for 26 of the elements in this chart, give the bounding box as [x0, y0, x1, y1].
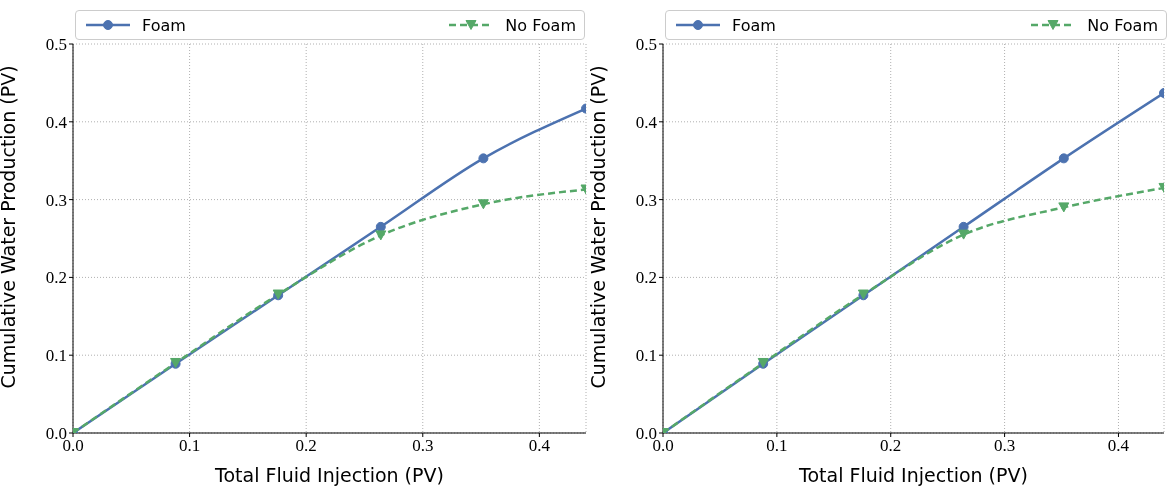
legend-label: Foam	[732, 15, 776, 35]
x-tick-label: 0.3	[412, 436, 434, 456]
x-tick-label: 0.4	[528, 436, 551, 456]
y-tick-label: 0.2	[45, 268, 67, 288]
y-tick-label: 0.2	[635, 268, 657, 288]
y-tick-label: 0.3	[45, 190, 67, 210]
y-tick-label: 0.1	[635, 346, 657, 366]
y-tick-label: 0.3	[635, 190, 657, 210]
x-tick-label: 0.2	[880, 436, 902, 456]
y-tick-label: 0.5	[45, 35, 67, 55]
y-axis-title: Cumulative Water Production (PV)	[0, 65, 19, 389]
y-axis-title: Cumulative Water Production (PV)	[586, 65, 609, 389]
x-tick-label: 0.3	[993, 436, 1016, 456]
legend-label: Foam	[142, 15, 186, 35]
x-tick-label: 0.4	[1107, 436, 1130, 456]
x-axis-title: Total Fluid Injection (PV)	[798, 464, 1028, 486]
x-tick-label: 0.1	[766, 436, 788, 456]
y-tick-label: 0.1	[45, 346, 67, 366]
x-axis-title: Total Fluid Injection (PV)	[214, 464, 444, 486]
x-tick-label: 0.1	[178, 436, 201, 456]
legend-label: No Foam	[505, 15, 576, 35]
x-tick-label: 0.2	[295, 436, 317, 456]
y-tick-label: 0.4	[635, 112, 658, 132]
y-tick-label: 0.5	[635, 35, 657, 55]
legend-label: No Foam	[1087, 15, 1158, 35]
y-tick-label: 0.4	[45, 112, 68, 132]
